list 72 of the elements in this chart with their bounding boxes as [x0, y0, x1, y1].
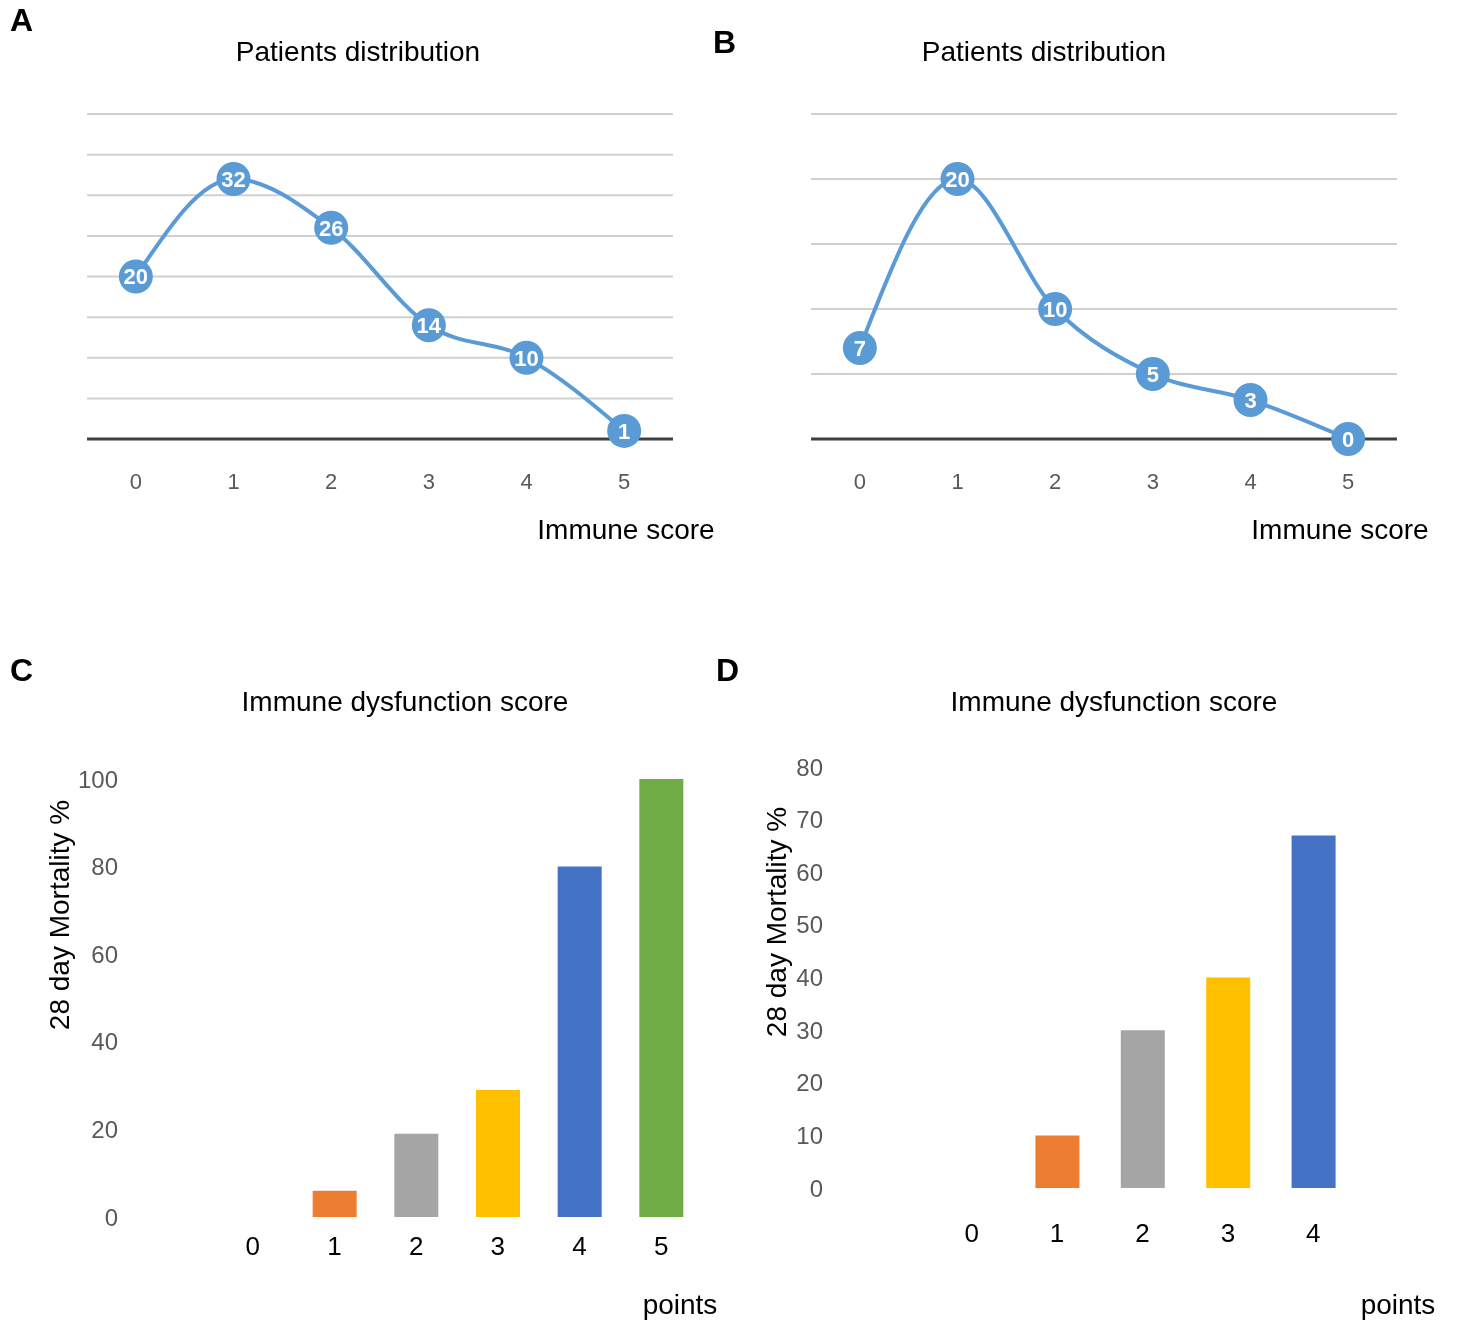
x-tick-label: 3 [490, 1231, 506, 1262]
data-label: 20 [123, 264, 149, 290]
y-tick-label: 30 [796, 1016, 823, 1044]
x-tick-label: 2 [1135, 1218, 1150, 1249]
data-label: 7 [853, 335, 866, 361]
x-tick-label: 0 [964, 1218, 979, 1249]
x-tick-label: 5 [653, 1231, 669, 1262]
y-tick-label: 20 [91, 1115, 118, 1143]
x-tick-label: 1 [1049, 1218, 1065, 1249]
x-tick-label: 0 [853, 468, 866, 494]
text: C [10, 652, 34, 688]
x-tick-label: 2 [408, 1231, 424, 1262]
y-tick-label: 100 [77, 765, 118, 793]
y-tick-label: 80 [796, 753, 823, 781]
data-label: 5 [1146, 361, 1159, 387]
x-tick-label: 1 [951, 468, 964, 494]
x-tick-label: 1 [227, 468, 240, 494]
x-tick-label: 4 [1244, 468, 1257, 494]
data-label: 0 [1342, 426, 1355, 452]
text: B [713, 24, 737, 60]
data-label: 32 [221, 166, 246, 192]
y-tick-label: 70 [796, 806, 823, 834]
bar [476, 1089, 520, 1217]
y-tick-label: 50 [796, 911, 823, 939]
y-tick-label: 40 [796, 964, 823, 992]
chart-title: Patients distribution [921, 35, 1167, 69]
data-label: 1 [618, 418, 631, 444]
x-tick-label: 5 [618, 468, 631, 494]
y-tick-label: 40 [91, 1028, 118, 1056]
x-tick-label: 2 [325, 468, 338, 494]
y-tick-label: 20 [796, 1069, 823, 1097]
x-tick-label: 1 [327, 1231, 342, 1262]
y-tick-label: 10 [796, 1121, 823, 1149]
bar [1035, 1135, 1080, 1188]
x-tick-label: 4 [1306, 1218, 1321, 1249]
data-label: 26 [318, 215, 344, 241]
bar [312, 1190, 357, 1217]
x-axis-title: points [1360, 1288, 1436, 1322]
chart-title: Patients distribution [235, 35, 481, 69]
x-tick-label: 3 [1146, 468, 1159, 494]
x-axis-title: Immune score [1251, 513, 1429, 547]
data-label: 14 [416, 313, 442, 339]
bar [1291, 835, 1336, 1188]
data-label: 3 [1244, 387, 1257, 413]
text: D [716, 652, 740, 688]
x-tick-label: 4 [520, 468, 533, 494]
y-tick-label: 80 [91, 853, 118, 881]
data-label: 10 [514, 345, 539, 371]
bar [639, 779, 684, 1217]
x-tick-label: 4 [572, 1231, 587, 1262]
y-tick-label: 0 [809, 1174, 823, 1202]
x-tick-label: 2 [1049, 468, 1062, 494]
x-tick-label: 0 [129, 468, 142, 494]
y-tick-label: 60 [796, 858, 823, 886]
chart-title: Immune dysfunction score [241, 685, 569, 719]
x-tick-label: 0 [245, 1231, 261, 1262]
x-tick-label: 3 [422, 468, 435, 494]
x-tick-label: 5 [1342, 468, 1355, 494]
text: A [10, 2, 34, 38]
y-tick-label: 60 [91, 940, 118, 968]
y-axis-title: 28 day Mortality % [43, 799, 76, 1031]
x-axis-title: Immune score [537, 513, 715, 547]
x-axis-title: points [642, 1288, 718, 1322]
bar [1206, 977, 1251, 1188]
data-label: 10 [1042, 296, 1068, 322]
bar [1120, 1030, 1165, 1188]
x-tick-label: 3 [1220, 1218, 1236, 1249]
data-label: 20 [945, 166, 970, 192]
y-axis-title: 28 day Mortality % [760, 806, 793, 1038]
bar [557, 866, 602, 1217]
chart-title: Immune dysfunction score [950, 685, 1278, 719]
bar [394, 1133, 439, 1217]
